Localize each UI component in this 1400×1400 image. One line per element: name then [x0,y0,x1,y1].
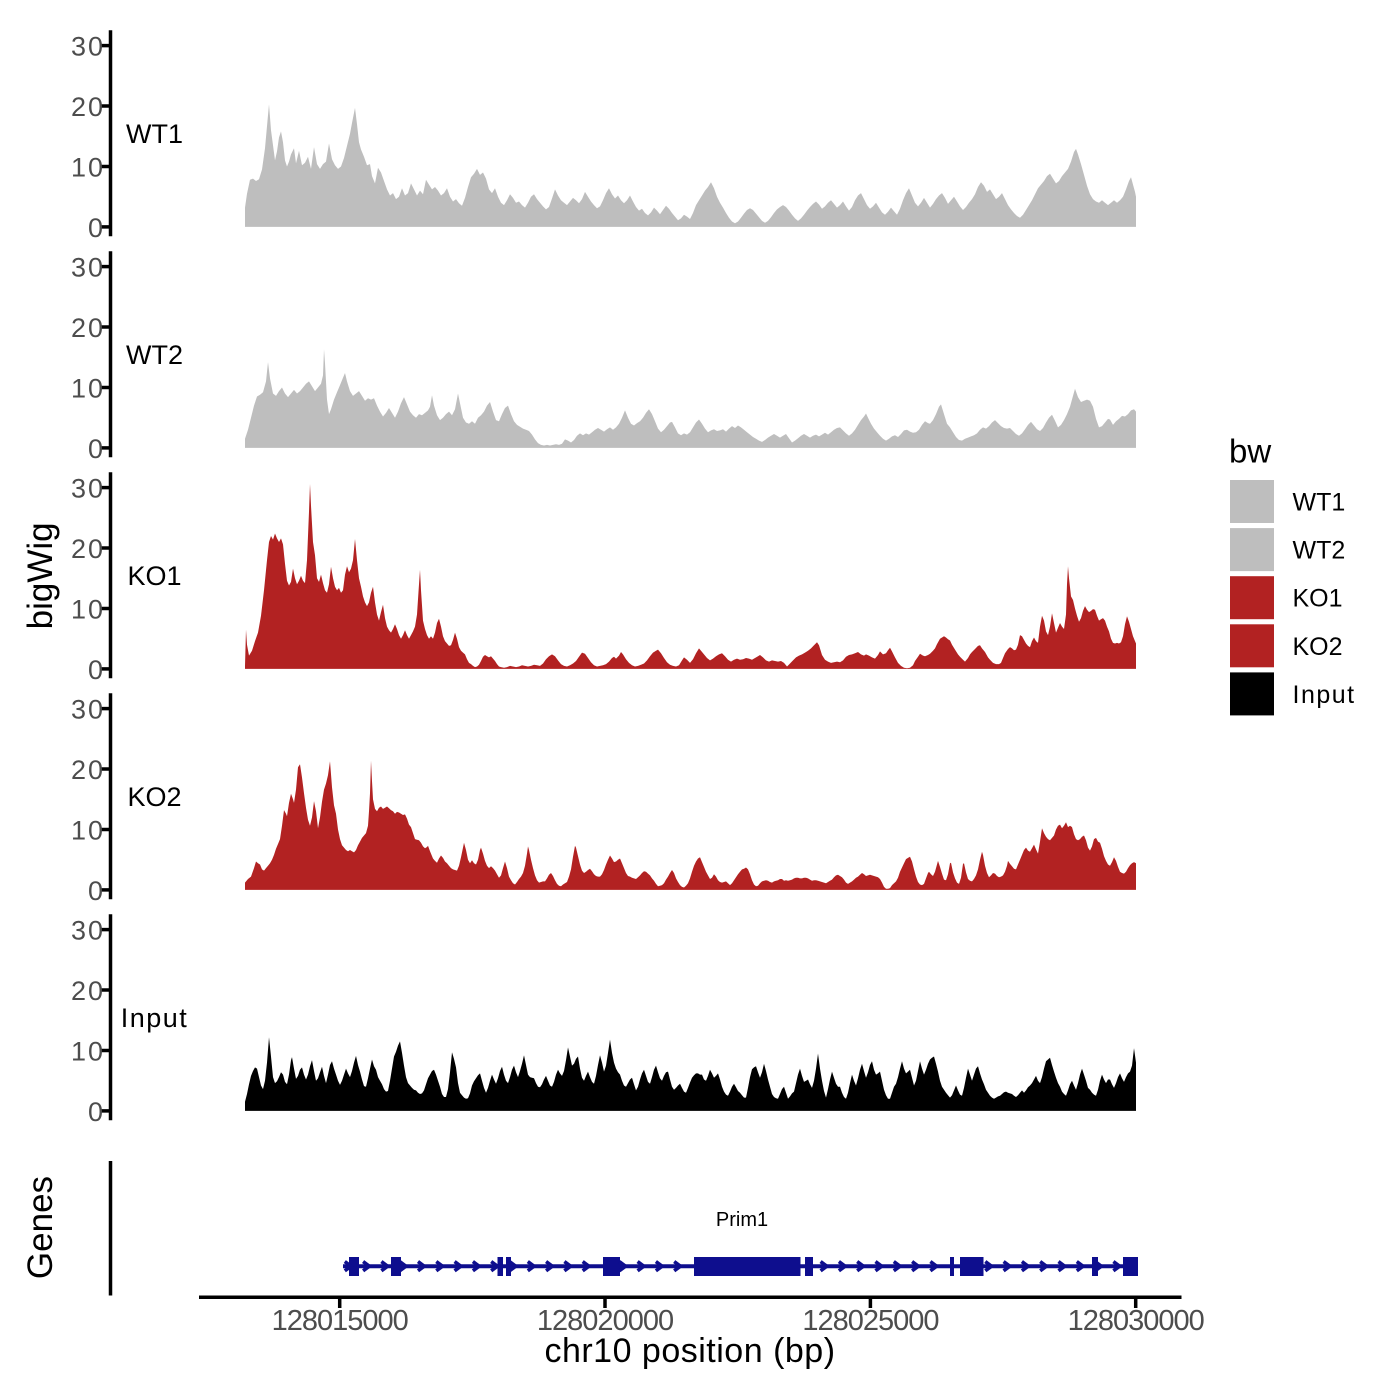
svg-text:0: 0 [88,876,105,906]
svg-text:chr10 position (bp): chr10 position (bp) [544,1332,835,1370]
svg-text:KO1: KO1 [1293,585,1343,613]
svg-text:WT1: WT1 [126,119,183,149]
svg-text:128030000: 128030000 [1068,1305,1204,1337]
svg-text:128015000: 128015000 [272,1305,408,1337]
svg-text:WT1: WT1 [1293,489,1346,517]
svg-text:10: 10 [71,1037,105,1067]
svg-text:KO1: KO1 [127,561,181,591]
svg-text:30: 30 [71,32,105,62]
svg-text:0: 0 [88,213,105,243]
svg-text:20: 20 [71,534,105,564]
svg-text:0: 0 [88,1097,105,1127]
svg-text:20: 20 [71,755,105,785]
svg-text:128025000: 128025000 [802,1305,938,1337]
svg-text:30: 30 [71,695,105,725]
svg-text:20: 20 [71,976,105,1006]
svg-text:0: 0 [88,434,105,464]
svg-text:10: 10 [71,816,105,846]
svg-text:128020000: 128020000 [537,1305,673,1337]
svg-text:20: 20 [71,92,105,122]
svg-text:WT2: WT2 [1293,537,1346,565]
svg-text:Input: Input [121,1003,189,1033]
svg-text:0: 0 [88,655,105,685]
svg-text:KO2: KO2 [1293,633,1343,661]
svg-text:KO2: KO2 [127,782,181,812]
svg-text:Genes: Genes [21,1176,60,1279]
svg-text:30: 30 [71,253,105,283]
svg-text:30: 30 [71,474,105,504]
svg-text:WT2: WT2 [126,340,183,370]
svg-text:Prim1: Prim1 [716,1209,768,1231]
svg-text:10: 10 [71,595,105,625]
svg-text:Input: Input [1293,681,1356,709]
svg-text:10: 10 [71,153,105,183]
svg-text:bw: bw [1229,433,1271,470]
svg-text:10: 10 [71,374,105,404]
svg-text:20: 20 [71,313,105,343]
svg-text:30: 30 [71,916,105,946]
svg-text:bigWig: bigWig [21,522,60,629]
